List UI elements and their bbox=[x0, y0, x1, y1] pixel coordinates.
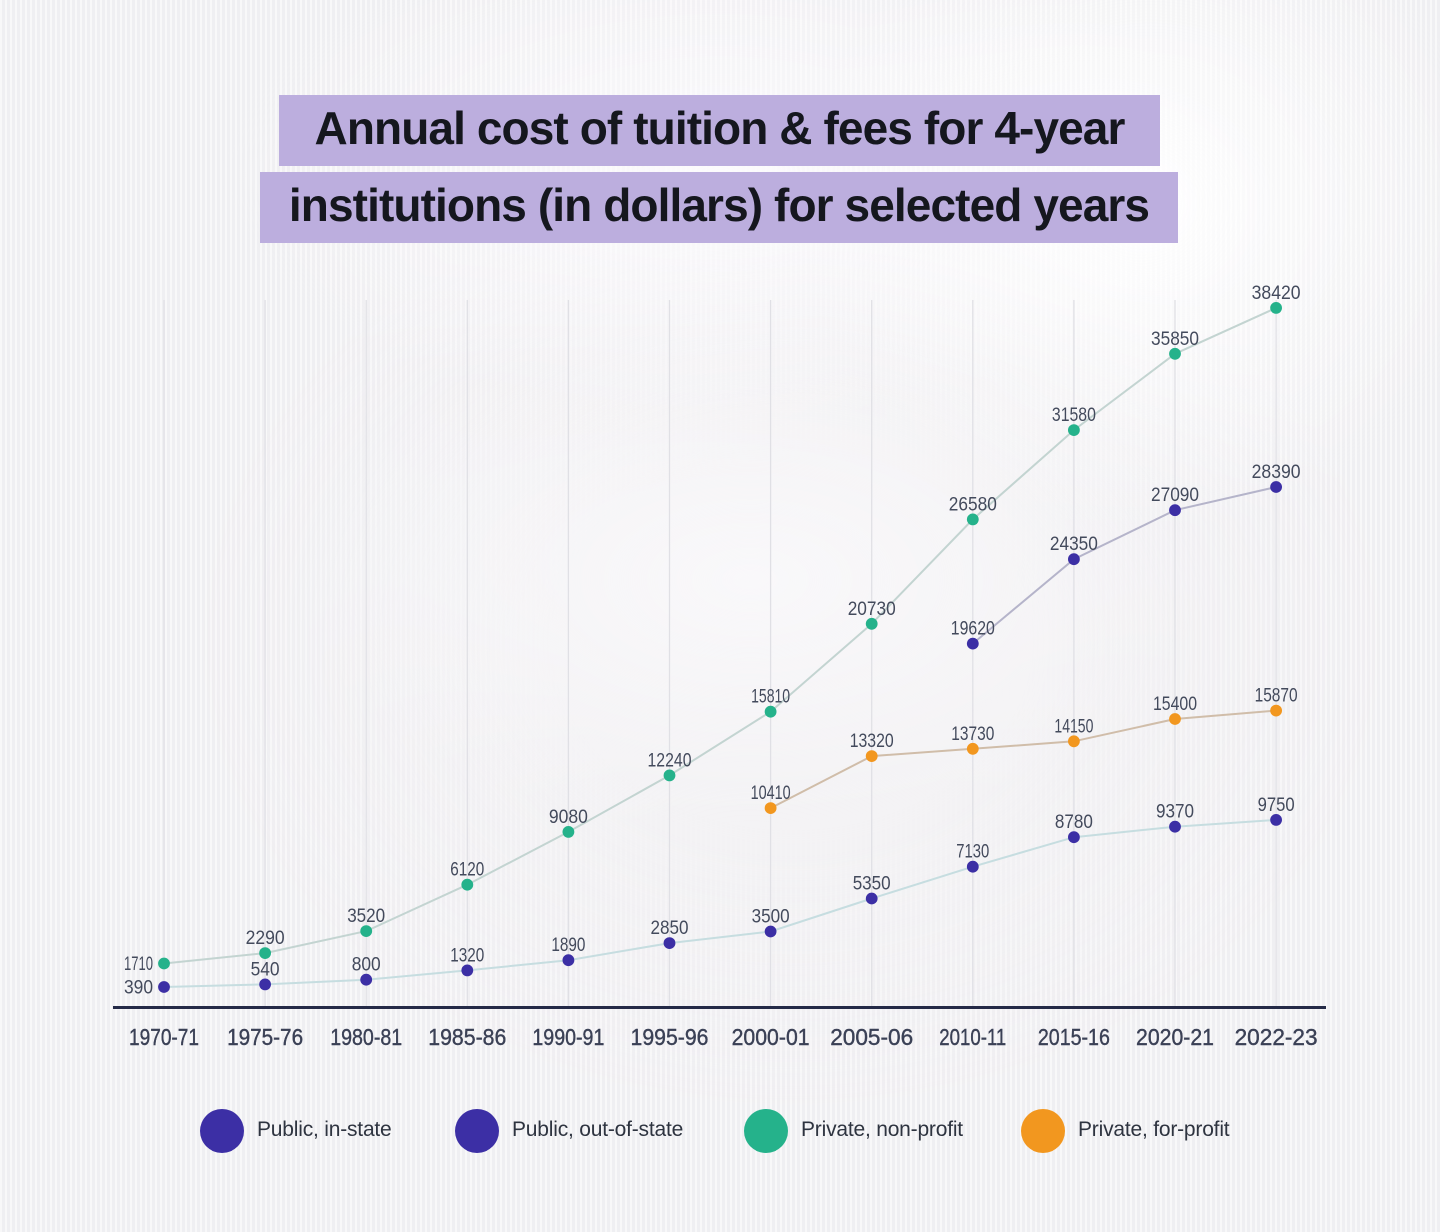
svg-text:390: 390 bbox=[124, 978, 153, 999]
svg-text:28390: 28390 bbox=[1252, 462, 1301, 483]
svg-text:1980-81: 1980-81 bbox=[330, 1024, 402, 1050]
svg-text:15810: 15810 bbox=[751, 687, 790, 708]
svg-text:2000-01: 2000-01 bbox=[732, 1024, 810, 1050]
svg-text:3500: 3500 bbox=[752, 907, 790, 928]
svg-text:15870: 15870 bbox=[1255, 686, 1298, 707]
svg-text:2850: 2850 bbox=[651, 918, 689, 939]
svg-text:9370: 9370 bbox=[1156, 802, 1194, 823]
svg-text:1890: 1890 bbox=[551, 935, 585, 956]
svg-text:13320: 13320 bbox=[850, 731, 894, 752]
svg-text:6120: 6120 bbox=[450, 860, 484, 881]
svg-text:2010-11: 2010-11 bbox=[939, 1024, 1006, 1050]
svg-text:2020-21: 2020-21 bbox=[1136, 1024, 1214, 1050]
svg-text:1990-91: 1990-91 bbox=[532, 1024, 604, 1050]
svg-text:35850: 35850 bbox=[1151, 329, 1199, 350]
svg-text:1995-96: 1995-96 bbox=[631, 1024, 709, 1050]
svg-text:5350: 5350 bbox=[853, 874, 891, 895]
svg-text:1320: 1320 bbox=[450, 945, 484, 966]
svg-text:26580: 26580 bbox=[949, 494, 997, 515]
svg-text:10410: 10410 bbox=[751, 783, 791, 804]
svg-text:13730: 13730 bbox=[951, 724, 994, 745]
svg-text:19620: 19620 bbox=[951, 619, 995, 640]
svg-text:1975-76: 1975-76 bbox=[227, 1024, 303, 1050]
svg-text:2290: 2290 bbox=[246, 928, 285, 949]
svg-text:7130: 7130 bbox=[956, 842, 989, 863]
svg-text:2015-16: 2015-16 bbox=[1038, 1024, 1110, 1050]
svg-text:1710: 1710 bbox=[124, 954, 153, 975]
svg-text:15400: 15400 bbox=[1153, 694, 1197, 715]
svg-text:12240: 12240 bbox=[648, 750, 692, 771]
svg-text:1985-86: 1985-86 bbox=[428, 1024, 506, 1050]
svg-text:20730: 20730 bbox=[848, 599, 896, 620]
svg-text:14150: 14150 bbox=[1054, 716, 1093, 737]
svg-text:24350: 24350 bbox=[1050, 534, 1098, 555]
svg-text:3520: 3520 bbox=[347, 906, 385, 927]
svg-text:8780: 8780 bbox=[1055, 812, 1093, 833]
svg-text:2005-06: 2005-06 bbox=[830, 1024, 913, 1050]
svg-text:9750: 9750 bbox=[1258, 795, 1295, 816]
svg-text:38420: 38420 bbox=[1252, 283, 1301, 304]
svg-text:800: 800 bbox=[352, 955, 381, 976]
svg-text:540: 540 bbox=[251, 959, 280, 980]
svg-text:31580: 31580 bbox=[1052, 405, 1096, 426]
svg-text:1970-71: 1970-71 bbox=[129, 1024, 199, 1050]
svg-text:9080: 9080 bbox=[549, 807, 588, 828]
svg-text:2022-23: 2022-23 bbox=[1235, 1024, 1318, 1050]
svg-text:27090: 27090 bbox=[1151, 485, 1199, 506]
